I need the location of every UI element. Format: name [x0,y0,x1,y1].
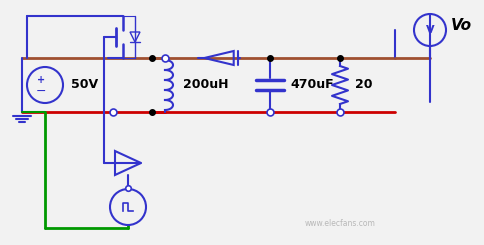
Text: −: − [36,85,46,98]
Text: 200uH: 200uH [183,78,228,91]
Text: 20: 20 [355,78,373,91]
Text: 470uF: 470uF [290,78,333,91]
Text: Vo: Vo [451,19,472,34]
Text: V: V [426,25,434,35]
Text: 50V: 50V [71,78,98,91]
Text: www.elecfans.com: www.elecfans.com [304,219,376,228]
Text: +: + [37,75,45,85]
